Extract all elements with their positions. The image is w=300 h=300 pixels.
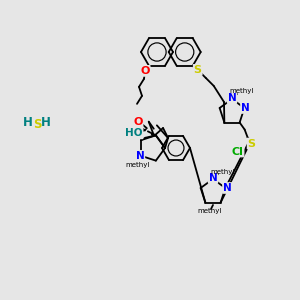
Text: Cl: Cl [232,146,244,157]
Text: HO: HO [125,128,142,138]
Text: H: H [41,116,51,128]
Text: N: N [208,173,217,183]
Text: methyl: methyl [126,162,150,168]
Text: N: N [223,183,232,193]
Text: methyl: methyl [230,88,254,94]
Text: H: H [23,116,33,128]
Text: S: S [33,118,41,131]
Text: S: S [194,65,202,75]
Text: S: S [248,139,256,148]
Text: N: N [241,103,250,113]
Text: O: O [140,66,150,76]
Text: O: O [133,117,142,128]
Text: methyl: methyl [198,208,222,214]
Text: N: N [136,151,144,161]
Text: methyl: methyl [211,169,235,175]
Text: N: N [228,93,236,103]
